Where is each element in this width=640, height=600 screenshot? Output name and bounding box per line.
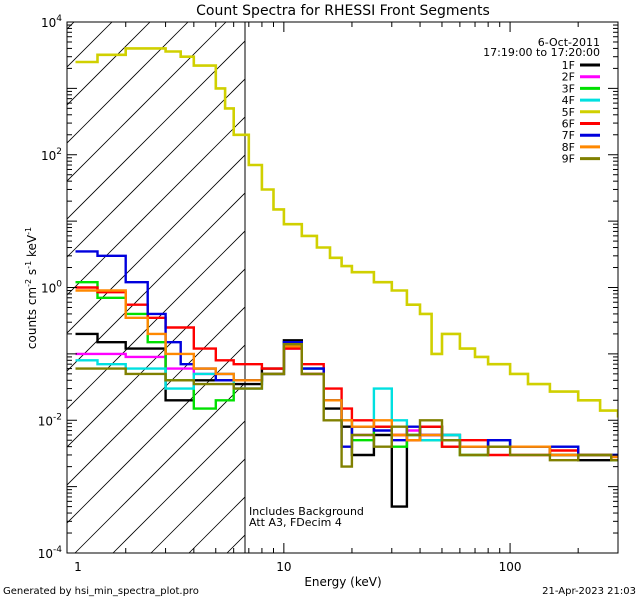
- series-line-7f: [75, 250, 618, 457]
- legend-label-2f: 2F: [562, 71, 575, 84]
- y-tick-label: 10-2: [38, 412, 62, 428]
- x-tick-label: 1: [74, 560, 82, 574]
- legend-label-8f: 8F: [562, 141, 575, 154]
- x-axis-label: Energy (keV): [304, 575, 381, 589]
- legend-label-1f: 1F: [562, 59, 575, 72]
- series-line-5f: [75, 47, 618, 418]
- series-line-9f: [75, 343, 618, 468]
- footer-timestamp: 21-Apr-2023 21:03: [542, 586, 636, 597]
- legend-label-4f: 4F: [562, 94, 575, 107]
- annotation-attenuator: Att A3, FDecim 4: [249, 516, 342, 529]
- y-tick-label: 104: [41, 14, 62, 30]
- legend-label-3f: 3F: [562, 82, 575, 95]
- footer-generated-by: Generated by hsi_min_spectra_plot.pro: [3, 586, 199, 597]
- series-line-8f: [75, 289, 618, 459]
- series-line-2f: [75, 347, 618, 457]
- legend-label-7f: 7F: [562, 129, 575, 142]
- y-axis-label: counts cm-2 s-1 keV-1: [24, 227, 39, 349]
- legend-date: 6-Oct-2011: [538, 36, 600, 49]
- y-tick-label: 102: [41, 147, 62, 163]
- series-line-4f: [75, 343, 618, 457]
- legend-label-6f: 6F: [562, 118, 575, 131]
- annotation-background: Includes Background: [249, 505, 364, 518]
- y-tick-label: 100: [41, 280, 62, 296]
- x-tick-label: 10: [276, 560, 291, 574]
- chart-title: Count Spectra for RHESSI Front Segments: [196, 3, 490, 19]
- legend-label-9f: 9F: [562, 153, 575, 166]
- excluded-region-hatch: [67, 22, 245, 553]
- legend-label-5f: 5F: [562, 106, 575, 119]
- legend-time-range: 17:19:00 to 17:20:00: [483, 46, 600, 59]
- plot-frame: [66, 21, 619, 554]
- x-tick-label: 100: [499, 560, 522, 574]
- y-tick-label: 10-4: [38, 545, 63, 561]
